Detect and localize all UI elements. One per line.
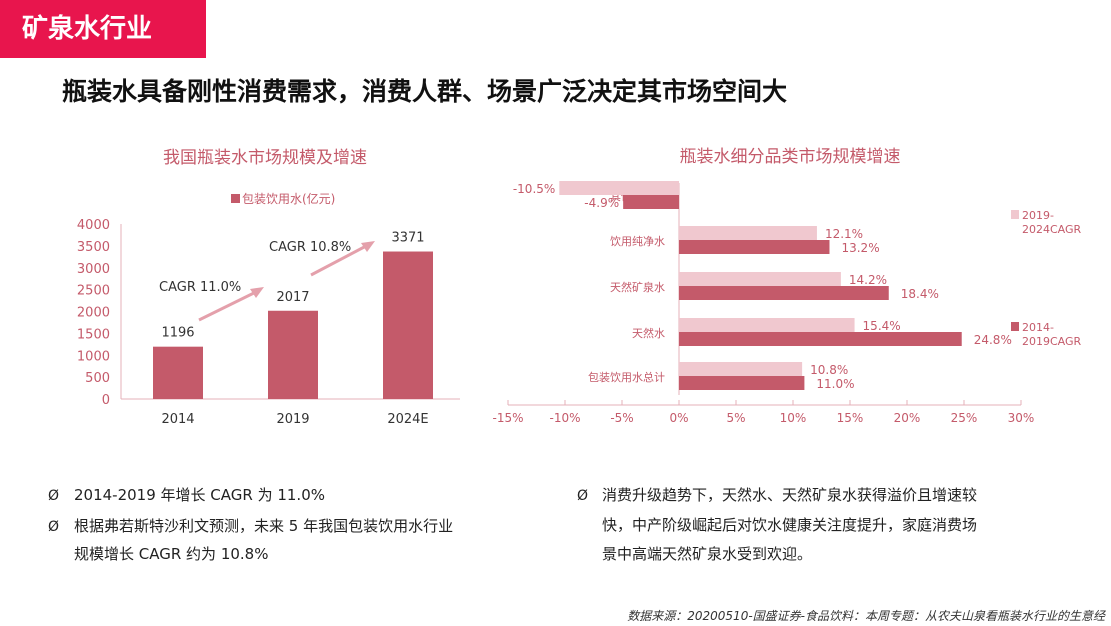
category-label: 饮用纯净水 xyxy=(610,234,665,248)
x-tick-label: 10% xyxy=(780,411,807,425)
bullet-text: 2014-2019 年增长 CAGR 为 11.0% xyxy=(74,486,326,504)
y-tick-label: 3000 xyxy=(77,262,110,277)
legend-label: 包装饮用水(亿元) xyxy=(242,191,335,206)
legend-swatch xyxy=(1011,210,1019,219)
bar xyxy=(679,286,889,300)
data-label: -4.9% xyxy=(584,196,619,210)
x-tick-label: 5% xyxy=(726,411,745,425)
bullet-text: 规模增长 CAGR 约为 10.8% xyxy=(74,545,269,563)
x-tick-label: 2019 xyxy=(276,412,309,427)
legend-label: 2019- xyxy=(1022,209,1054,222)
bar xyxy=(679,226,817,240)
annotation: CAGR 11.0% xyxy=(159,280,241,295)
legend-label: 2024CAGR xyxy=(1022,223,1082,236)
bullet-text: 消费升级趋势下，天然水、天然矿泉水获得溢价且增速较 xyxy=(602,486,978,504)
bullet-icon: Ø xyxy=(48,488,60,504)
bullet-text: 快，中产阶级崛起后对饮水健康关注度提升，家庭消费场 xyxy=(602,516,978,534)
y-tick-label: 4000 xyxy=(77,218,110,233)
x-tick-label: 15% xyxy=(837,411,864,425)
bullet-text: 根据弗若斯特沙利文预测，未来 5 年我国包装饮用水行业 xyxy=(74,517,454,535)
data-label: 13.2% xyxy=(841,241,879,255)
x-tick-label: -15% xyxy=(492,411,523,425)
y-tick-label: 3500 xyxy=(77,240,110,255)
category-label: 天然水 xyxy=(632,326,665,340)
x-tick-label: 2014 xyxy=(161,412,194,427)
data-label: 14.2% xyxy=(849,273,887,287)
data-label: 2017 xyxy=(276,290,309,305)
data-label: 12.1% xyxy=(825,227,863,241)
section-tag: 矿泉水行业 xyxy=(0,0,206,58)
y-tick-label: 1000 xyxy=(77,349,110,364)
category-label: 包装饮用水总计 xyxy=(588,370,665,384)
bar xyxy=(679,362,803,376)
chart-title: 瓶装水细分品类市场规模增速 xyxy=(680,147,901,167)
bar xyxy=(679,240,830,254)
data-label: 1196 xyxy=(161,326,194,341)
arrow-head xyxy=(250,287,264,298)
data-label: 18.4% xyxy=(901,287,939,301)
y-tick-label: 1500 xyxy=(77,327,110,342)
legend-swatch xyxy=(231,194,240,203)
data-label: -10.5% xyxy=(513,182,555,196)
legend-label: 2014- xyxy=(1022,321,1054,334)
bullet-icon: Ø xyxy=(577,488,589,504)
y-tick-label: 500 xyxy=(85,371,110,386)
bar xyxy=(679,318,855,332)
category-label: 天然矿泉水 xyxy=(610,280,665,294)
bar xyxy=(383,251,433,399)
data-label: 3371 xyxy=(391,231,424,246)
bar xyxy=(679,376,805,390)
bar xyxy=(559,181,679,195)
x-tick-label: 30% xyxy=(1008,411,1035,425)
x-tick-label: 0% xyxy=(669,411,688,425)
bar xyxy=(153,346,203,399)
arrow xyxy=(198,289,259,322)
y-tick-label: 2500 xyxy=(77,284,110,299)
bullet-text: 景中高端天然矿泉水受到欢迎。 xyxy=(602,545,813,563)
data-label: 11.0% xyxy=(816,377,854,391)
x-tick-label: 25% xyxy=(951,411,978,425)
x-tick-label: 20% xyxy=(894,411,921,425)
arrow-head xyxy=(361,241,375,252)
legend-label: 2019CAGR xyxy=(1022,335,1082,348)
arrow xyxy=(310,243,369,277)
data-label: 15.4% xyxy=(863,319,901,333)
annotation: CAGR 10.8% xyxy=(269,240,351,255)
x-tick-label: -5% xyxy=(610,411,633,425)
x-tick-label: 2024E xyxy=(387,412,428,427)
legend-swatch xyxy=(1011,322,1019,331)
chart-title: 我国瓶装水市场规模及增速 xyxy=(163,148,367,168)
data-label: 10.8% xyxy=(810,363,848,377)
bar xyxy=(679,272,841,286)
bar xyxy=(679,332,962,346)
page-title: 瓶装水具备刚性消费需求，消费人群、场景广泛决定其市场空间大 xyxy=(62,77,788,106)
bar xyxy=(268,310,318,399)
y-tick-label: 2000 xyxy=(77,306,110,321)
bullet-icon: Ø xyxy=(48,519,60,535)
data-label: 24.8% xyxy=(974,333,1012,347)
bar xyxy=(623,195,679,209)
source-note: 数据来源：20200510-国盛证券-食品饮料：本周专题：从农夫山泉看瓶装水行业… xyxy=(627,609,1105,623)
x-tick-label: -10% xyxy=(549,411,580,425)
y-tick-label: 0 xyxy=(102,393,110,408)
